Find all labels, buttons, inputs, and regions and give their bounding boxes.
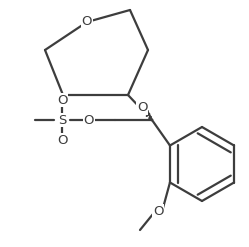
Text: S: S: [58, 114, 66, 126]
Text: O: O: [84, 114, 94, 126]
Text: O: O: [57, 133, 67, 146]
Text: O: O: [57, 94, 67, 106]
Text: O: O: [137, 101, 147, 114]
Text: O: O: [82, 16, 92, 28]
Text: O: O: [153, 205, 163, 218]
